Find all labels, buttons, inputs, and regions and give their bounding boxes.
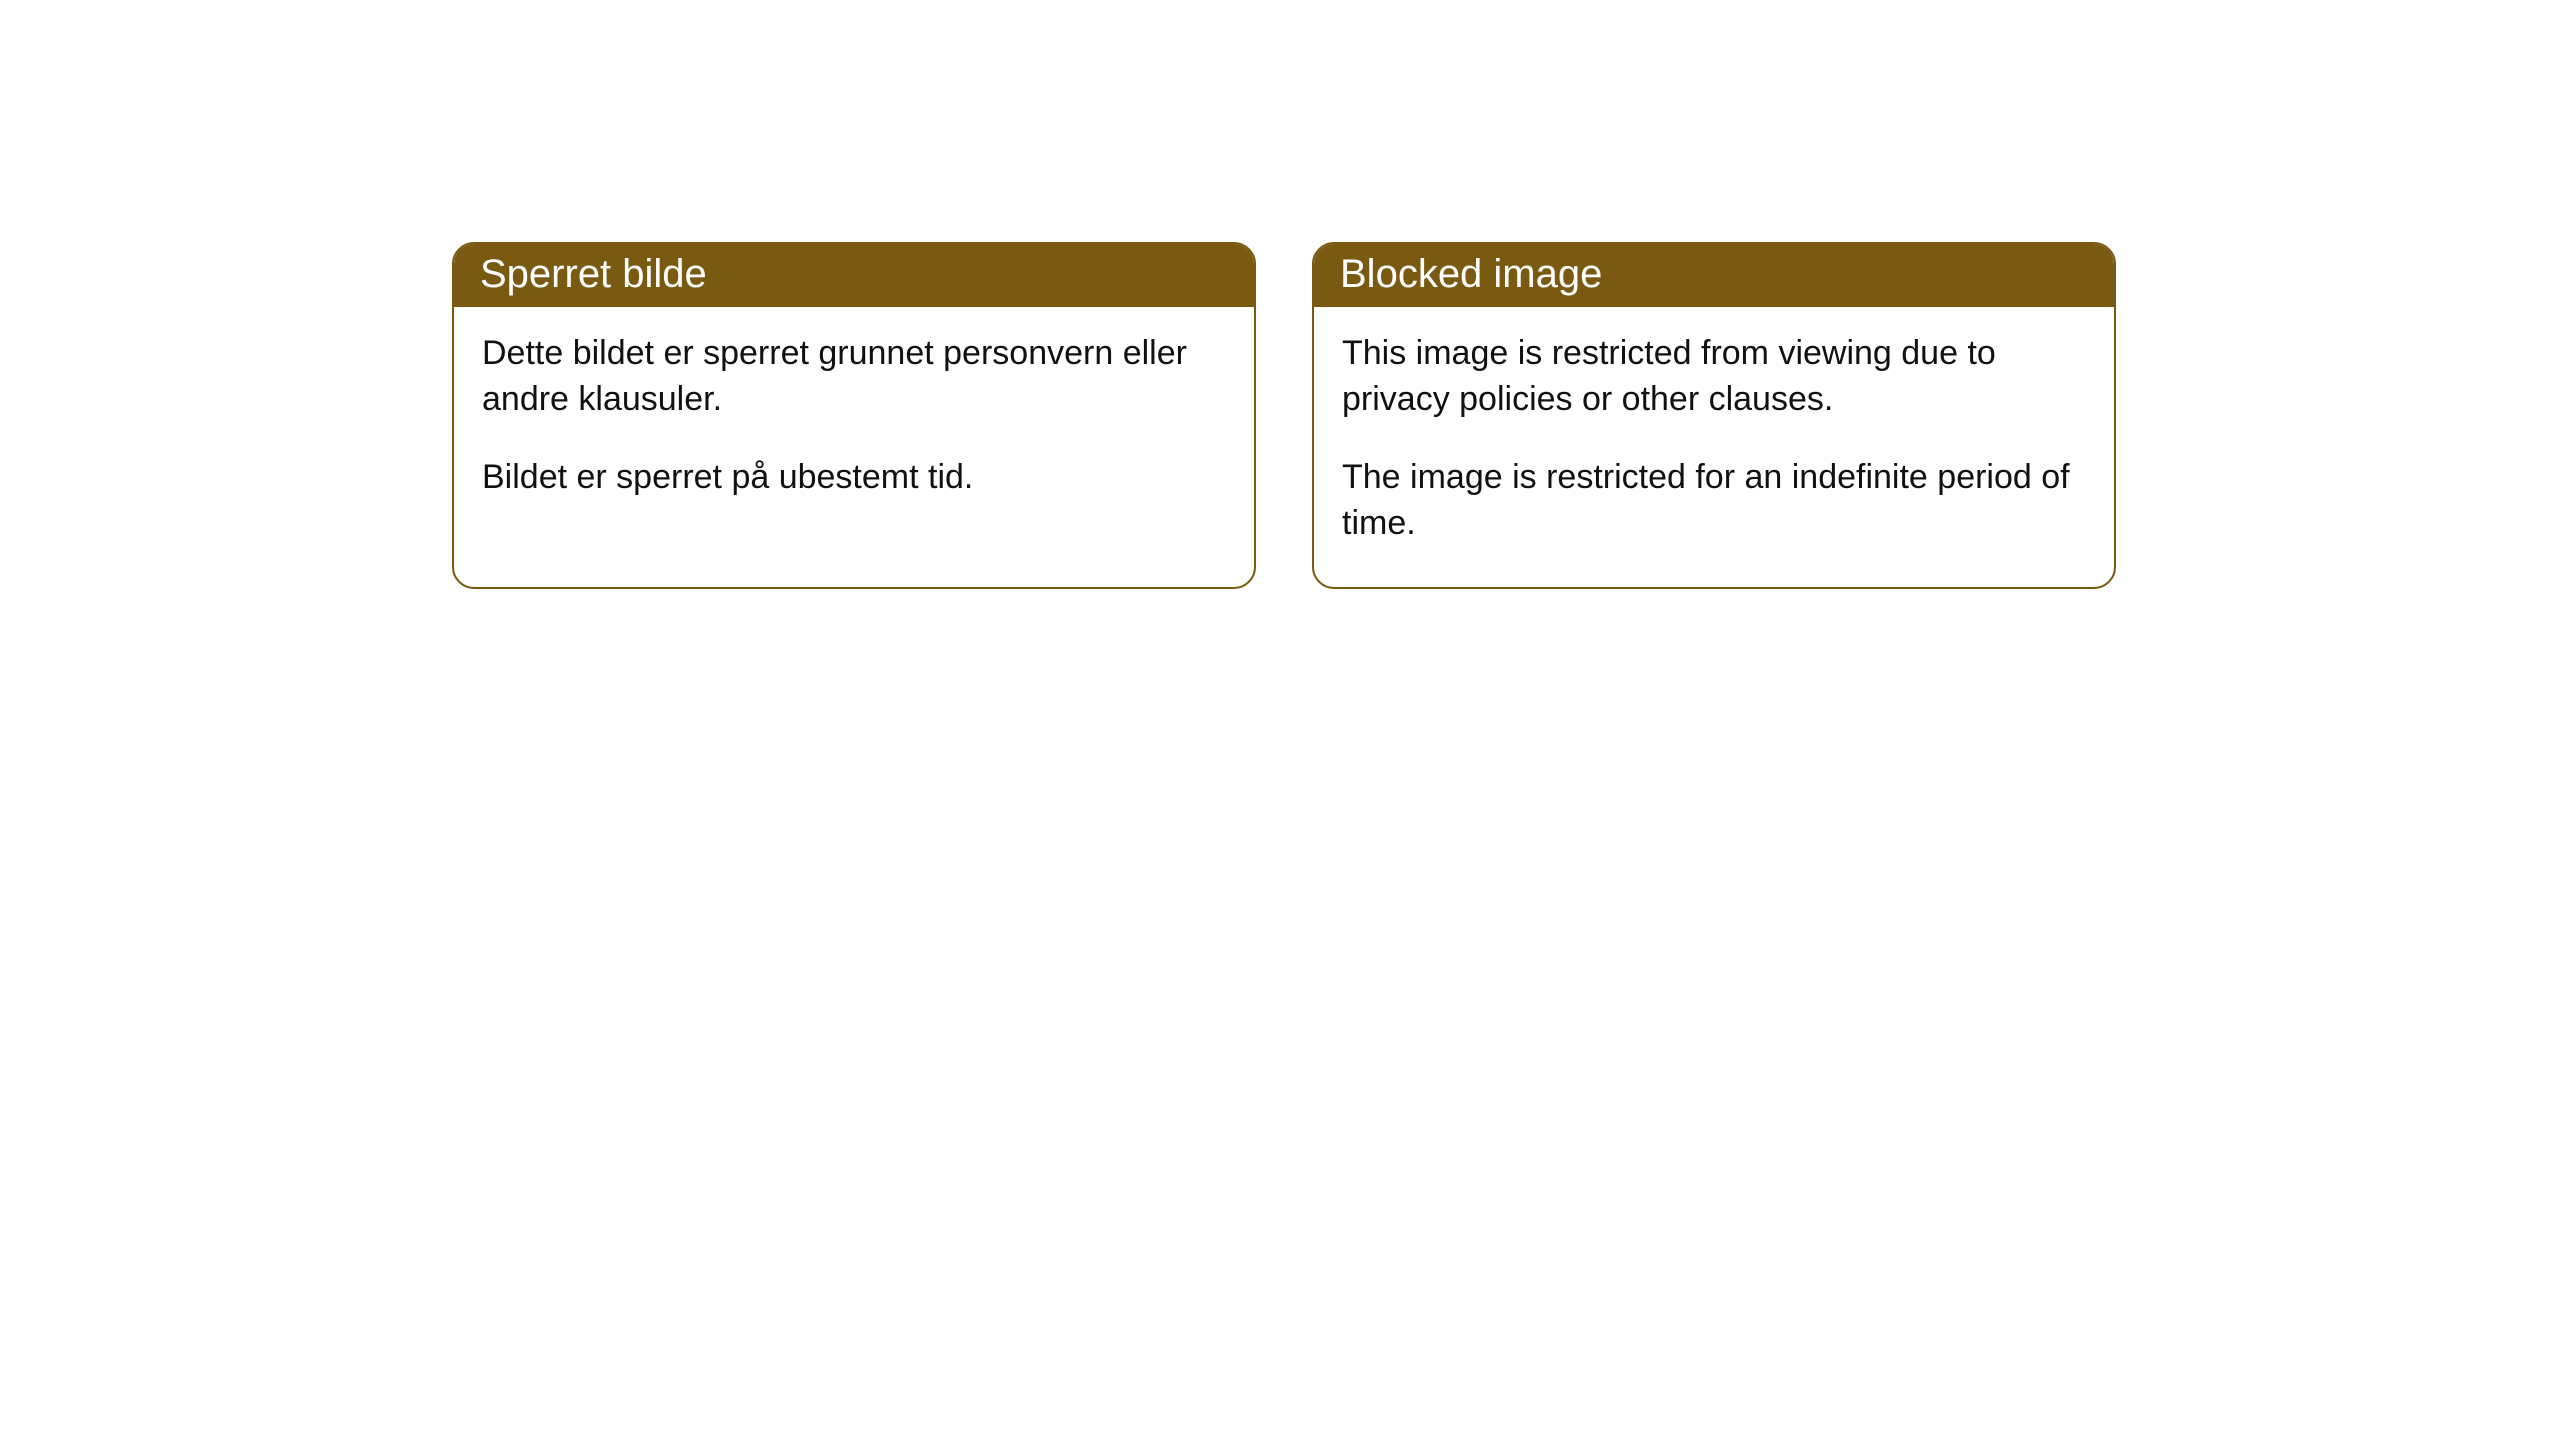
card-paragraph: Bildet er sperret på ubestemt tid. [482,455,1226,501]
card-paragraph: This image is restricted from viewing du… [1342,331,2086,423]
card-header: Blocked image [1314,244,2114,307]
notice-card-english: Blocked image This image is restricted f… [1312,242,2116,589]
card-header: Sperret bilde [454,244,1254,307]
notice-card-norwegian: Sperret bilde Dette bildet er sperret gr… [452,242,1256,589]
notice-container: Sperret bilde Dette bildet er sperret gr… [0,0,2560,589]
card-body: Dette bildet er sperret grunnet personve… [454,307,1254,541]
card-title: Sperret bilde [480,252,707,296]
card-body: This image is restricted from viewing du… [1314,307,2114,587]
card-paragraph: The image is restricted for an indefinit… [1342,455,2086,547]
card-paragraph: Dette bildet er sperret grunnet personve… [482,331,1226,423]
card-title: Blocked image [1340,252,1602,296]
